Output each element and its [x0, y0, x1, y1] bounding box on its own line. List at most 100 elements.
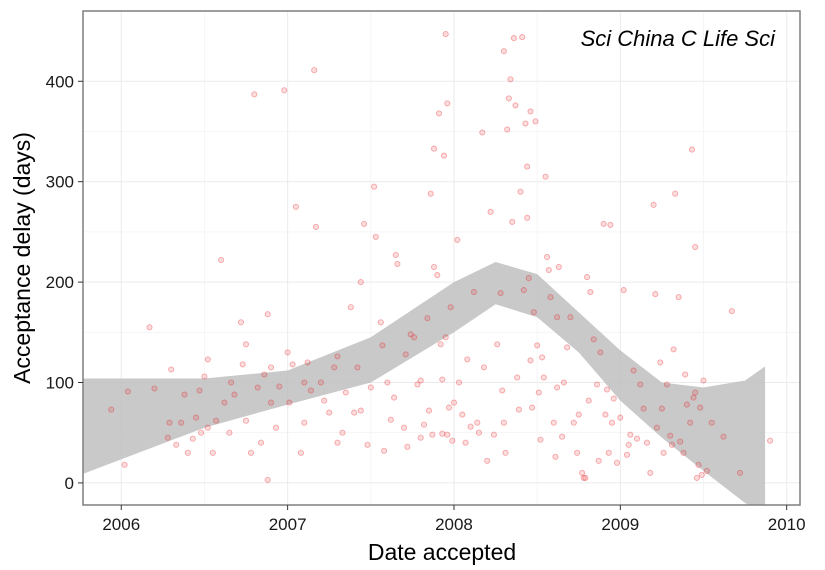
scatter-point — [491, 432, 496, 437]
scatter-point — [555, 315, 560, 320]
scatter-point — [388, 417, 393, 422]
scatter-point — [555, 385, 560, 390]
scatter-point — [661, 450, 666, 455]
scatter-point — [659, 406, 664, 411]
scatter-point — [530, 405, 535, 410]
scatter-point — [468, 424, 473, 429]
scatter-point — [435, 273, 440, 278]
scatter-point — [503, 450, 508, 455]
scatter-point — [240, 362, 245, 367]
scatter-point — [511, 36, 516, 41]
scatter-point — [456, 380, 461, 385]
scatter-point — [568, 315, 573, 320]
scatter-point — [651, 202, 656, 207]
scatter-point — [312, 68, 317, 73]
scatter-point — [165, 435, 170, 440]
scatter-point — [343, 390, 348, 395]
scatter-point — [580, 470, 585, 475]
scatter-point — [167, 420, 172, 425]
scatter-point — [721, 434, 726, 439]
scatter-point — [265, 477, 270, 482]
scatter-point — [293, 204, 298, 209]
scatter-point — [179, 420, 184, 425]
scatter-point — [631, 368, 636, 373]
scatter-point — [596, 458, 601, 463]
scatter-point — [340, 430, 345, 435]
scatter-point — [199, 430, 204, 435]
scatter-point — [531, 310, 536, 315]
scatter-point — [382, 448, 387, 453]
scatter-point — [205, 425, 210, 430]
scatter-point — [194, 415, 199, 420]
scatter-point — [565, 345, 570, 350]
scatter-point — [252, 92, 257, 97]
x-tick-label: 2007 — [269, 515, 307, 534]
scatter-point — [335, 354, 340, 359]
scatter-point — [585, 275, 590, 280]
scatter-point — [704, 468, 709, 473]
scatter-point — [298, 450, 303, 455]
scatter-point — [378, 320, 383, 325]
scatter-point — [430, 432, 435, 437]
scatter-point — [638, 382, 643, 387]
scatter-point — [481, 365, 486, 370]
scatter-point — [488, 209, 493, 214]
scatter-point — [560, 434, 565, 439]
scatter-point — [450, 438, 455, 443]
scatter-point — [219, 257, 224, 262]
scatter-point — [571, 420, 576, 425]
scatter-point — [465, 357, 470, 362]
scatter-point — [262, 372, 267, 377]
scatter-point — [268, 400, 273, 405]
scatter-point — [471, 290, 476, 295]
scatter-point — [202, 374, 207, 379]
scatter-point — [594, 382, 599, 387]
scatter-point — [109, 407, 114, 412]
scatter-point — [671, 347, 676, 352]
scatter-point — [190, 436, 195, 441]
scatter-point — [698, 405, 703, 410]
scatter-point — [440, 431, 445, 436]
scatter-point — [282, 88, 287, 93]
scatter-point — [576, 412, 581, 417]
scatter-point — [664, 382, 669, 387]
scatter-point — [147, 325, 152, 330]
scatter-point — [678, 439, 683, 444]
scatter-point — [443, 31, 448, 36]
scatter-point — [586, 398, 591, 403]
scatter-point — [548, 295, 553, 300]
scatter-point — [255, 385, 260, 390]
scatter-point — [122, 462, 127, 467]
scatter-point — [506, 96, 511, 101]
scatter-point — [448, 305, 453, 310]
scatter-point — [285, 350, 290, 355]
scatter-point — [598, 350, 603, 355]
x-tick-label: 2006 — [102, 515, 140, 534]
scatter-point — [768, 438, 773, 443]
scatter-point — [500, 388, 505, 393]
scatter-point — [684, 402, 689, 407]
scatter-point — [428, 191, 433, 196]
scatter-point — [418, 378, 423, 383]
scatter-point — [372, 184, 377, 189]
scatter-point — [561, 380, 566, 385]
scatter-point — [232, 392, 237, 397]
scatter-point — [653, 292, 658, 297]
scatter-point — [604, 387, 609, 392]
scatter-point — [520, 35, 525, 40]
scatter-point — [536, 390, 541, 395]
scatter-point — [609, 420, 614, 425]
scatter-point — [628, 432, 633, 437]
scatter-point — [290, 362, 295, 367]
scatter-point — [152, 386, 157, 391]
scatter-point — [654, 425, 659, 430]
scatter-point — [601, 221, 606, 226]
scatter-point — [418, 435, 423, 440]
scatter-point — [222, 400, 227, 405]
scatter-point — [693, 390, 698, 395]
scatter-point — [425, 316, 430, 321]
scatter-point — [541, 375, 546, 380]
y-tick-label: 400 — [46, 72, 74, 91]
scatter-point — [688, 420, 693, 425]
scatter-point — [302, 420, 307, 425]
